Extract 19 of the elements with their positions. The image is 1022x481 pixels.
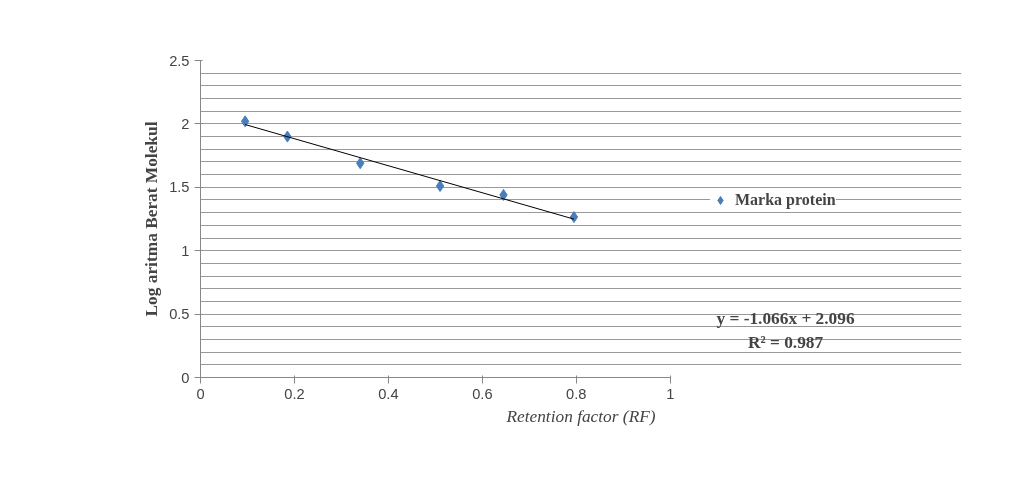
x-tick-label: 1	[666, 385, 675, 402]
y-tick-label: 1	[181, 242, 190, 259]
y-tick-label: 1.5	[169, 179, 190, 196]
x-tick-label: 0.8	[566, 385, 587, 402]
y-axis-title: Log aritma Berat Molekul	[142, 121, 162, 317]
y-tick-label: 2	[181, 115, 190, 132]
text: R² = 0.987	[747, 332, 824, 352]
point	[240, 115, 250, 128]
x-axis-title: Retention factor (RF)	[505, 406, 656, 426]
y-tick-label: 2.5	[169, 52, 190, 69]
x-tick-label: 0.4	[378, 385, 399, 402]
legend-label: Marka protein	[735, 191, 836, 209]
point	[435, 180, 445, 193]
x-tick-label: 0	[196, 385, 205, 402]
x-tick-label: 0.6	[472, 385, 493, 402]
y-tick-label: 0	[181, 369, 190, 386]
y-tick-label: 0.5	[169, 306, 190, 323]
text: y = -1.066x + 2.096	[716, 308, 855, 328]
x-tick-label: 0.2	[284, 385, 305, 402]
